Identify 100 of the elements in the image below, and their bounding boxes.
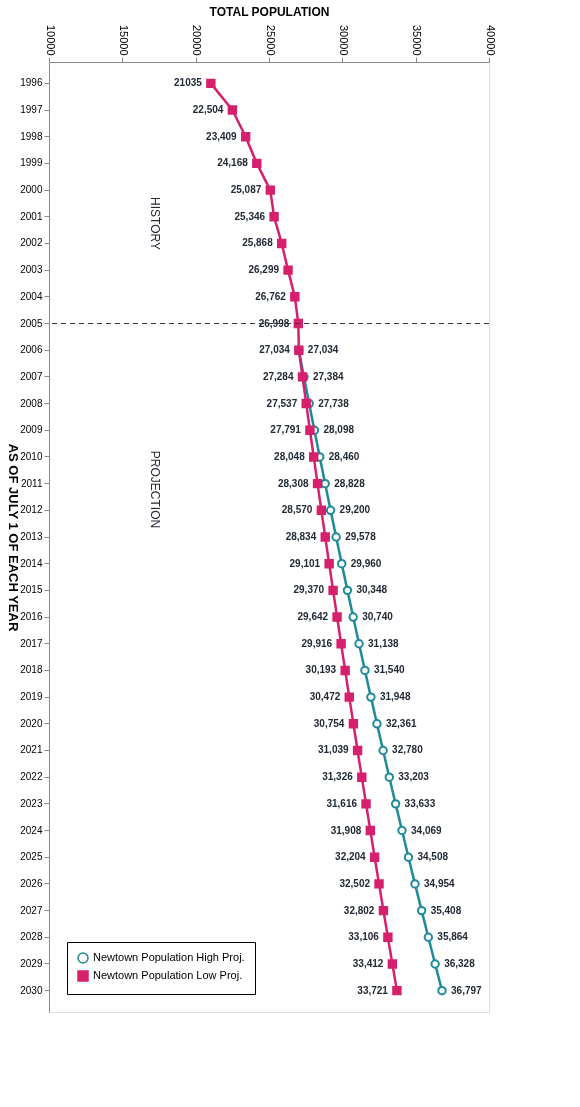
y-tick-label: 2006	[20, 344, 43, 356]
data-label: 30,193	[305, 664, 337, 676]
y-tick-label: 1998	[20, 130, 43, 142]
data-label: 28,308	[277, 477, 309, 489]
data-label: 29,916	[301, 637, 333, 649]
data-label: 28,460	[328, 450, 360, 462]
data-label: 27,284	[262, 370, 294, 382]
x-tick-label: 20000	[191, 24, 204, 56]
data-label: 25,087	[230, 184, 262, 196]
data-label: 32,780	[392, 744, 424, 756]
data-label: 22,504	[192, 104, 224, 116]
x-tick-label: 10000	[44, 24, 57, 56]
data-label: 31,039	[317, 744, 349, 756]
data-label: 27,034	[307, 344, 339, 356]
y-tick-label: 2005	[20, 317, 43, 329]
y-tick-label: 2002	[20, 237, 43, 249]
y-tick-label: 2009	[20, 424, 43, 436]
y-tick-label: 1996	[20, 77, 43, 89]
x-tick-label: 25000	[264, 24, 277, 56]
data-label: 31,908	[330, 824, 362, 836]
data-label: 27,537	[266, 397, 298, 409]
data-label: 36,328	[444, 957, 476, 969]
data-label: 32,361	[385, 717, 417, 729]
data-label: 33,721	[357, 984, 389, 996]
data-label: 23,409	[206, 130, 238, 142]
data-label: 33,203	[398, 771, 430, 783]
y-tick-label: 2004	[20, 290, 43, 302]
annotation: HISTORY	[147, 197, 162, 250]
data-label: 24,168	[217, 157, 249, 169]
annotation: PROJECTION	[147, 450, 162, 529]
y-tick-label: 2007	[20, 370, 43, 382]
y-tick-label: 2024	[20, 824, 43, 836]
y-tick-label: 2012	[20, 504, 43, 516]
data-label: 30,754	[313, 717, 345, 729]
y-tick-label: 2016	[20, 611, 43, 623]
y-tick-label: 2014	[20, 557, 43, 569]
data-label: 31,326	[322, 771, 354, 783]
data-label: 29,370	[293, 584, 325, 596]
x-axis-title: TOTAL POPULATION	[209, 4, 330, 19]
legend-label: Newtown Population Low Proj.	[93, 969, 243, 981]
data-label: 33,633	[404, 797, 436, 809]
data-label: 28,828	[334, 477, 366, 489]
y-tick-label: 2026	[20, 877, 43, 889]
y-tick-label: 2018	[20, 664, 43, 676]
y-tick-label: 2022	[20, 771, 43, 783]
data-label: 34,954	[423, 877, 456, 889]
y-tick-label: 1997	[20, 104, 43, 116]
data-label: 31,616	[326, 797, 358, 809]
data-label: 32,502	[339, 877, 371, 889]
data-label: 30,472	[309, 691, 341, 703]
y-tick-label: 2027	[20, 904, 43, 916]
data-label: 28,834	[285, 531, 317, 542]
data-label: 28,098	[323, 424, 355, 436]
y-tick-label: 2011	[20, 477, 43, 489]
data-label: 28,048	[274, 450, 306, 462]
data-label: 29,642	[297, 611, 329, 623]
data-label: 25,346	[234, 210, 266, 222]
data-label: 36,797	[451, 984, 483, 996]
data-label: 31,540	[373, 664, 405, 676]
data-label: 26,762	[255, 290, 287, 302]
data-label: 33,106	[348, 931, 380, 943]
data-label: 27,738	[318, 397, 350, 409]
data-label: 31,138	[368, 637, 400, 649]
data-label: 35,408	[430, 904, 462, 916]
legend-label: Newtown Population High Proj.	[93, 951, 245, 963]
y-tick-label: 2020	[20, 717, 43, 729]
y-tick-label: 2030	[20, 984, 43, 996]
data-label: 27,791	[270, 424, 302, 436]
data-label: 27,034	[259, 344, 291, 356]
data-label: 28,570	[281, 504, 313, 516]
data-label: 29,101	[289, 557, 321, 569]
data-label: 33,412	[352, 957, 384, 969]
y-tick-label: 2029	[20, 957, 43, 969]
y-tick-label: 2008	[20, 397, 43, 409]
data-label: 29,960	[350, 557, 382, 569]
y-tick-label: 2010	[20, 450, 43, 462]
data-label: 30,740	[362, 611, 394, 623]
y-tick-label: 1999	[20, 157, 43, 169]
data-label: 31,948	[379, 691, 411, 703]
data-label: 21035	[174, 77, 203, 89]
data-label: 30,348	[356, 584, 388, 596]
y-tick-label: 2025	[20, 851, 43, 863]
data-label: 35,864	[437, 931, 469, 943]
y-tick-label: 2003	[20, 264, 43, 276]
data-label: 25,868	[242, 237, 274, 249]
data-label: 32,802	[343, 904, 375, 916]
x-tick-label: 30000	[337, 24, 350, 56]
data-label: 27,384	[312, 370, 344, 382]
y-tick-label: 2001	[20, 210, 43, 222]
data-label: 34,508	[417, 851, 449, 863]
y-tick-label: 2023	[20, 797, 43, 809]
data-label: 26,299	[248, 264, 280, 276]
data-label: 29,200	[339, 504, 371, 516]
x-tick-label: 15000	[117, 24, 130, 56]
data-label: 34,069	[411, 824, 443, 836]
y-tick-label: 2015	[20, 584, 43, 596]
data-label: 29,578	[345, 531, 377, 542]
x-tick-label: 35000	[411, 24, 424, 56]
y-tick-label: 2028	[20, 931, 43, 943]
x-tick-label: 40000	[484, 24, 497, 56]
